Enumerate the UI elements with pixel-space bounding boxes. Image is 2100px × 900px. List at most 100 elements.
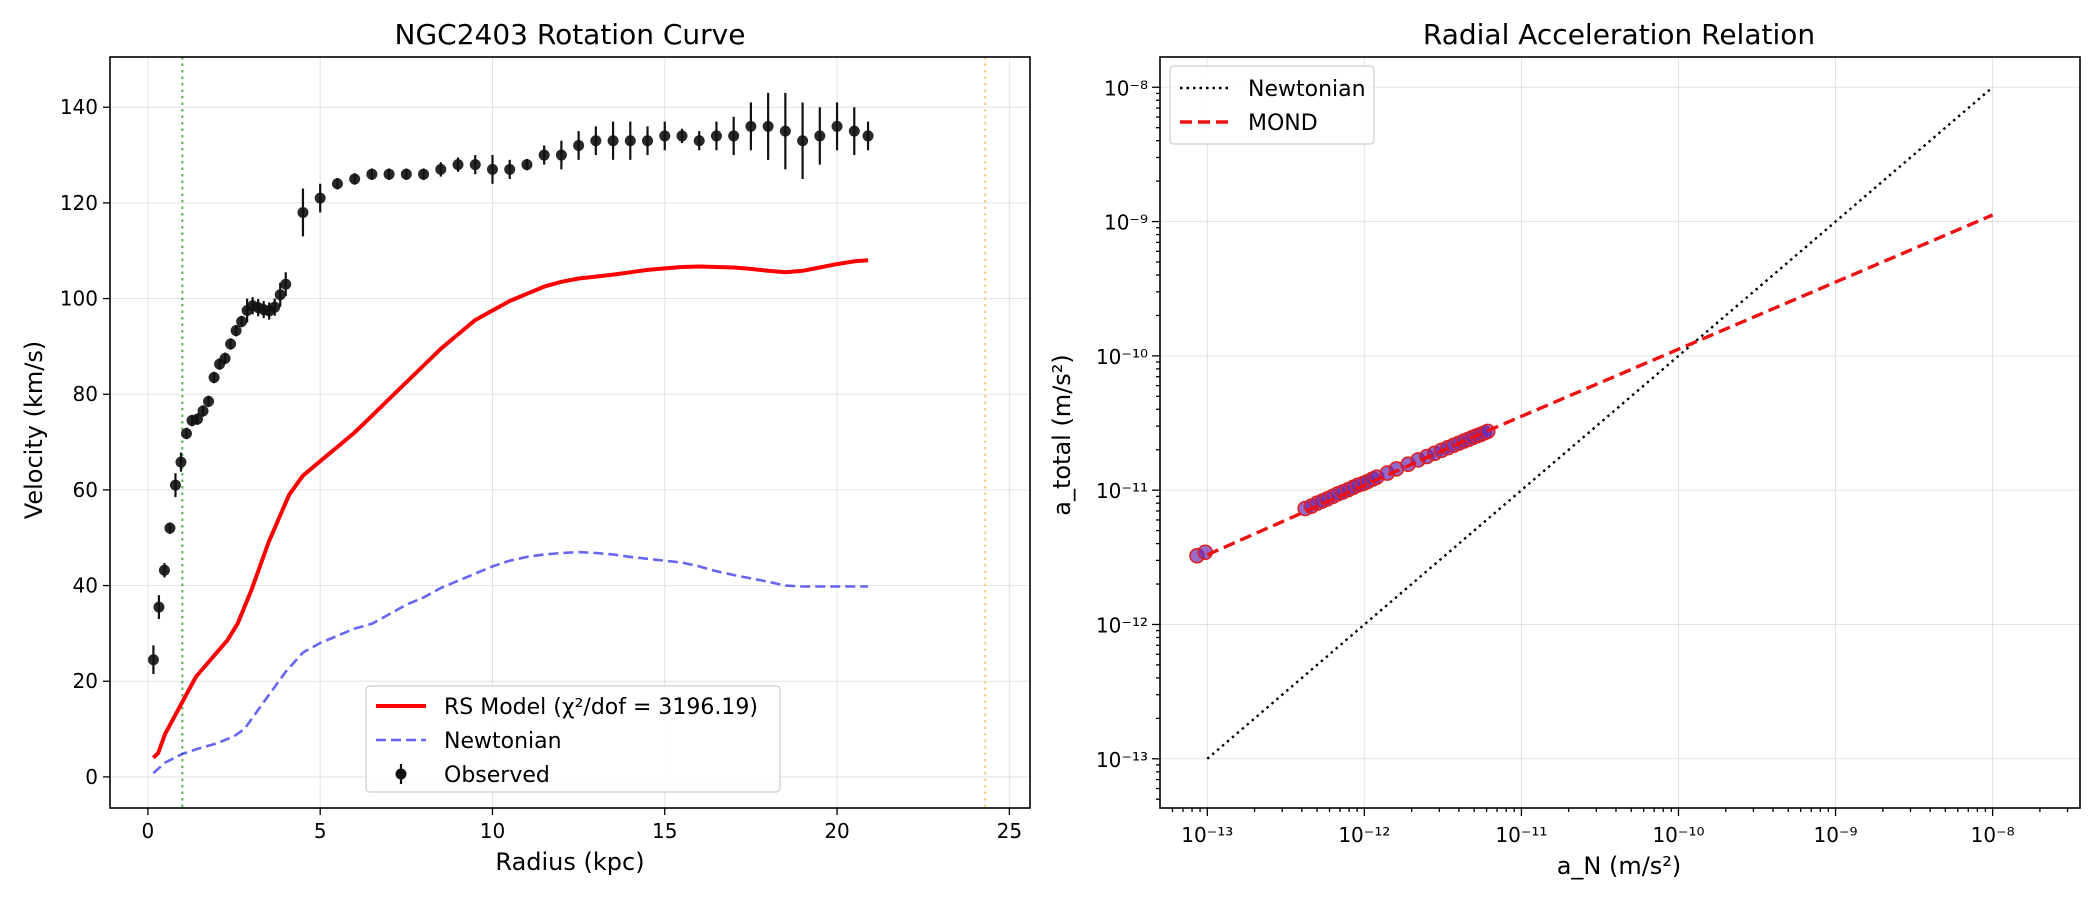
- legend-label: RS Model (χ²/dof = 3196.19): [444, 695, 758, 720]
- observed-point: [366, 168, 378, 180]
- observed-point: [504, 163, 516, 175]
- legend-box: [365, 685, 781, 793]
- observed-point: [642, 135, 654, 147]
- observed-point: [710, 130, 722, 142]
- observed-point: [158, 564, 170, 576]
- observed-point: [693, 135, 705, 147]
- x-tick-label: 10⁻⁸: [1971, 823, 2015, 847]
- observed-point: [203, 395, 215, 407]
- rar-y-label: a_total (m/s²): [1048, 354, 1076, 516]
- y-tick-label: 10⁻⁸: [1104, 76, 1148, 100]
- x-tick-label: 20: [824, 819, 849, 843]
- observed-point: [848, 125, 860, 137]
- x-tick-label: 10⁻¹³: [1181, 823, 1233, 847]
- observed-point: [676, 130, 688, 142]
- rotation-curve-title: NGC2403 Rotation Curve: [395, 18, 746, 51]
- mond-line: [1206, 213, 1994, 557]
- rotation-curve-x-label: Radius (kpc): [495, 848, 644, 876]
- rar-legend: Newtonian MOND: [1169, 65, 1375, 145]
- observed-point: [469, 159, 481, 171]
- legend-label: Newtonian: [1248, 77, 1366, 102]
- rar-panel: Radial Acceleration Relation a_N (m/s²) …: [1048, 18, 2081, 880]
- observed-point: [230, 325, 242, 337]
- observed-point: [728, 130, 740, 142]
- y-tick-label: 10⁻⁹: [1104, 211, 1148, 235]
- observed-point: [573, 139, 585, 151]
- observed-point: [555, 149, 567, 161]
- rotation-curve-y-label: Velocity (km/s): [20, 341, 48, 519]
- y-tick-label: 10⁻¹⁰: [1096, 345, 1148, 369]
- y-tick-label: 20: [73, 669, 98, 693]
- x-tick-label: 10⁻¹¹: [1495, 823, 1547, 847]
- legend-label: Observed: [444, 763, 550, 788]
- observed-point: [219, 352, 231, 364]
- observed-point: [762, 120, 774, 132]
- observed-point: [486, 163, 498, 175]
- observed-point: [197, 405, 209, 417]
- observed-point: [590, 135, 602, 147]
- legend-swatch-observed: [395, 768, 407, 780]
- observed-point: [180, 427, 192, 439]
- observed-point: [538, 149, 550, 161]
- observed-point: [797, 135, 809, 147]
- observed-point: [297, 206, 309, 218]
- rar-axes-frame: [1159, 56, 2081, 809]
- legend-label: MOND: [1248, 111, 1318, 136]
- observed-point: [814, 130, 826, 142]
- x-tick-label: 10⁻¹⁰: [1652, 823, 1704, 847]
- rotation-curve-legend: RS Model (χ²/dof = 3196.19) Newtonian Obse…: [365, 685, 781, 793]
- observed-point: [624, 135, 636, 147]
- observed-point: [314, 192, 326, 204]
- y-tick-label: 100: [60, 287, 98, 311]
- rotation-curve-axes-frame: [109, 56, 1031, 809]
- y-tick-label: 40: [73, 574, 98, 598]
- observed-point: [862, 130, 874, 142]
- observed-point: [607, 135, 619, 147]
- observed-point: [331, 178, 343, 190]
- observed-point: [521, 159, 533, 171]
- x-tick-label: 10⁻⁹: [1814, 823, 1858, 847]
- x-tick-label: 0: [142, 819, 155, 843]
- observed-point: [435, 163, 447, 175]
- y-tick-label: 10⁻¹²: [1096, 613, 1148, 637]
- y-tick-label: 60: [73, 478, 98, 502]
- observed-point: [400, 168, 412, 180]
- observed-point: [274, 289, 286, 301]
- rs-model-line: [151, 258, 869, 760]
- y-tick-label: 10⁻¹¹: [1096, 479, 1148, 503]
- newtonian-line: [152, 550, 869, 775]
- y-tick-label: 140: [60, 95, 98, 119]
- observed-point: [383, 168, 395, 180]
- observed-point: [280, 278, 292, 290]
- observed-point: [236, 316, 248, 328]
- newtonian-line: [1206, 86, 1994, 760]
- observed-point: [225, 338, 237, 350]
- observed-point: [269, 301, 281, 313]
- observed-point: [349, 173, 361, 185]
- observed-point: [175, 456, 187, 468]
- x-tick-label: 10⁻¹²: [1338, 823, 1390, 847]
- observed-point: [208, 371, 220, 383]
- rar-x-label: a_N (m/s²): [1557, 852, 1682, 880]
- observed-point: [418, 168, 430, 180]
- observed-point: [779, 125, 791, 137]
- observed-point: [452, 159, 464, 171]
- y-tick-label: 120: [60, 191, 98, 215]
- observed-point: [659, 130, 671, 142]
- y-tick-label: 80: [73, 382, 98, 406]
- rar-title: Radial Acceleration Relation: [1423, 18, 1815, 51]
- observed-point: [745, 120, 757, 132]
- observed-point: [169, 479, 181, 491]
- x-tick-label: 10: [480, 819, 505, 843]
- observed-point: [192, 413, 204, 425]
- observed-point: [164, 522, 176, 534]
- legend-label: Newtonian: [444, 729, 562, 754]
- legend-box: [1169, 65, 1375, 145]
- observed-point: [153, 601, 165, 613]
- y-tick-label: 0: [85, 765, 98, 789]
- rotation-curve-panel: NGC2403 Rotation Curve Radius (kpc) Velo…: [20, 18, 1031, 876]
- y-tick-label: 10⁻¹³: [1096, 748, 1148, 772]
- x-tick-label: 25: [997, 819, 1022, 843]
- observed-point: [147, 654, 159, 666]
